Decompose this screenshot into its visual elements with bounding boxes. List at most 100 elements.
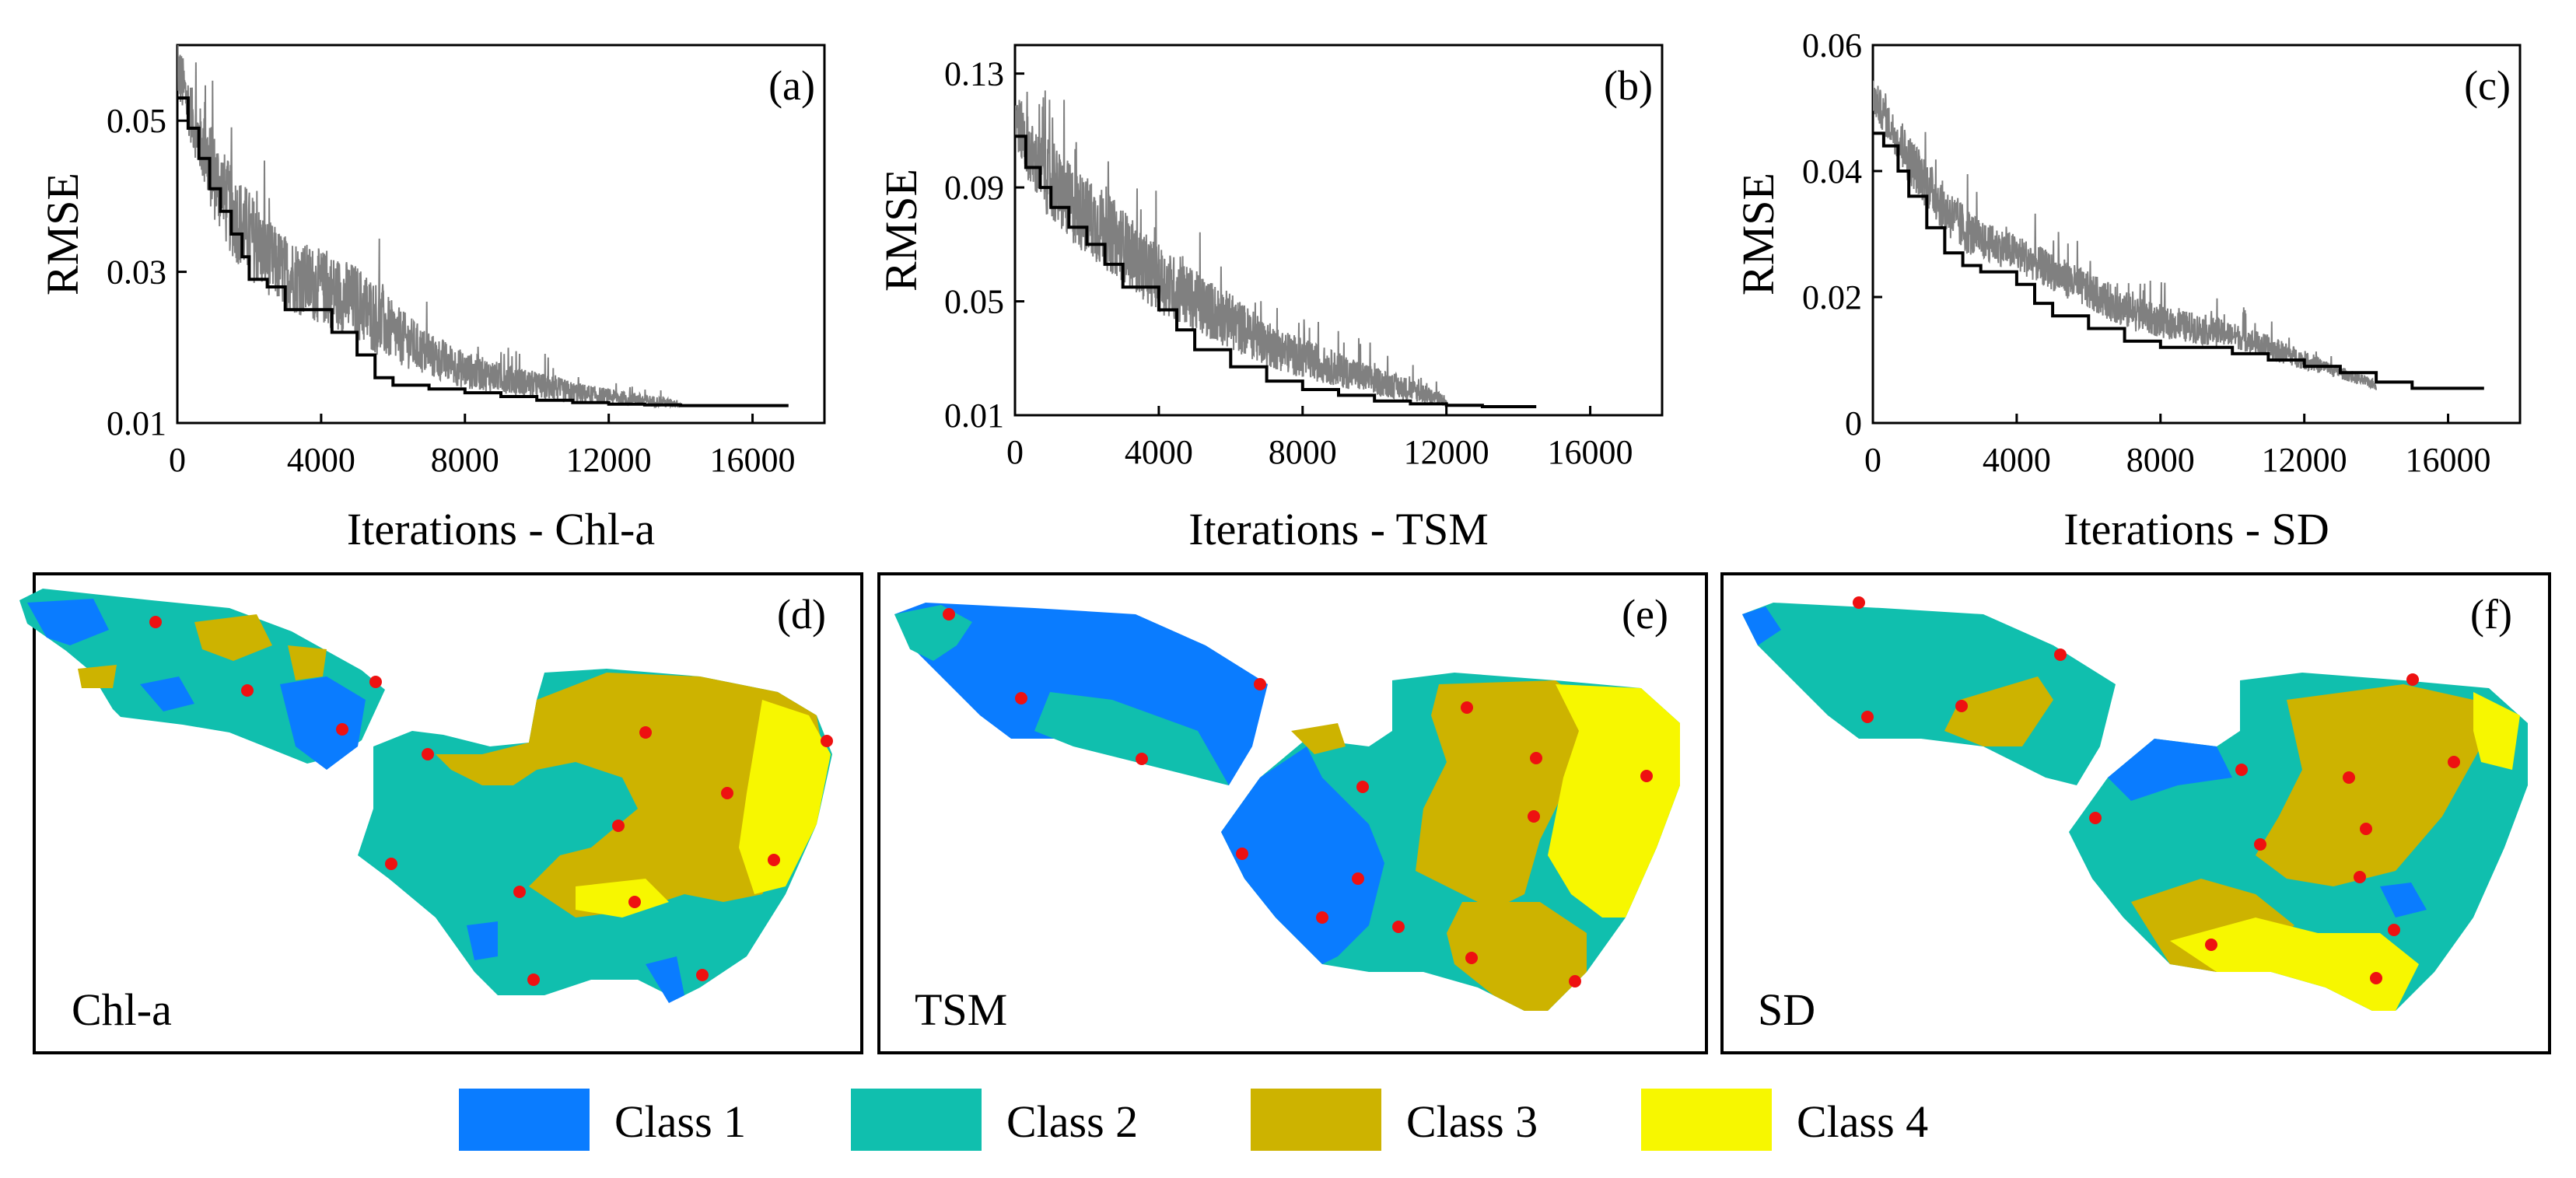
chart-a-y-tick-labels: 0.01 0.03 0.05	[107, 102, 166, 442]
chart-a-y-tick-label: 0.05	[107, 102, 166, 140]
chart-c-x-tick-labels: 0 4000 8000 12000 16000	[1864, 441, 2491, 479]
map-zone-class-1	[140, 676, 194, 711]
sample-point	[639, 726, 652, 739]
chart-a: 0 4000 8000 12000 16000 0.01 0.03 0.05 (…	[37, 44, 826, 554]
chart-b-x-tick-label: 16000	[1548, 433, 1633, 471]
sample-point	[2089, 812, 2102, 824]
map-zone-class-3	[1291, 723, 1346, 754]
chart-c-x-tick-label: 16000	[2406, 441, 2491, 479]
sample-point	[241, 684, 254, 697]
chart-c-x-axis-label: Iterations - SD	[2063, 504, 2329, 554]
map-zone-class-4	[739, 700, 831, 894]
map-panel-label: (d)	[777, 591, 826, 638]
sample-point	[1861, 711, 1874, 723]
sample-point	[385, 858, 397, 870]
chart-c-best-rmse-line	[1873, 131, 2484, 390]
sample-point	[696, 969, 709, 981]
sample-point	[2054, 648, 2067, 661]
sample-point	[527, 974, 540, 986]
chart-a-y-axis-label: RMSE	[37, 173, 88, 295]
chart-c-raw-rmse-line	[1873, 80, 2378, 390]
chart-b-y-tick-labels: 0.01 0.05 0.09 0.13	[944, 55, 1004, 435]
map-panel-chl-a: (d) Chl-a	[19, 572, 863, 1054]
chart-a-x-tick-label: 4000	[287, 441, 355, 479]
chart-a-x-tick-label: 16000	[710, 441, 796, 479]
sample-point	[422, 748, 434, 760]
sample-point	[2388, 924, 2400, 936]
chart-a-best-rmse-line	[177, 96, 789, 407]
chart-b: 0 4000 8000 12000 16000 0.01 0.05 0.09 0…	[876, 44, 1664, 554]
chart-b-best-rmse-line	[1015, 135, 1537, 408]
map-zone-class-3	[1447, 902, 1587, 1011]
sample-point	[628, 896, 641, 908]
map-zone-class-3	[1416, 680, 1602, 910]
chart-b-x-axis-label: Iterations - TSM	[1188, 504, 1489, 554]
chart-a-x-tick-labels: 0 4000 8000 12000 16000	[169, 441, 796, 479]
chart-c: 0 4000 8000 12000 16000 0 0.02 0.04 0.06…	[1733, 26, 2522, 554]
sample-point	[2254, 838, 2266, 851]
legend-label-class-2: Class 2	[1006, 1096, 1138, 1147]
map-zone-class-3	[2256, 684, 2481, 886]
map-zone-class-3	[1944, 676, 2053, 746]
sample-point	[1853, 596, 1865, 609]
chart-b-y-tick-label: 0.05	[944, 283, 1004, 321]
map-zone-class-4	[576, 879, 669, 918]
map-zone-class-1	[467, 921, 498, 960]
chart-c-ticks	[1871, 44, 2450, 425]
map-zone-class-1	[1221, 746, 1384, 964]
chart-a-x-axis-label: Iterations - Chl-a	[347, 504, 655, 554]
sample-point	[943, 608, 955, 620]
map-zone-class-1	[646, 956, 684, 1003]
chart-a-x-tick-label: 0	[169, 441, 186, 479]
map-image-chl-a	[19, 589, 833, 1003]
sample-point	[2235, 764, 2248, 776]
map-zone-class-1	[27, 599, 109, 645]
legend-label-class-1: Class 1	[614, 1096, 746, 1147]
chart-a-panel-label: (a)	[768, 62, 815, 109]
sample-point	[513, 886, 526, 898]
map-panel-tsm: (e) TSM	[877, 572, 1708, 1054]
map-image-tsm	[894, 603, 1680, 1011]
chart-c-y-tick-label: 0	[1845, 404, 1862, 442]
map-zone-class-1	[1742, 606, 1781, 645]
chart-c-y-tick-label: 0.02	[1802, 278, 1862, 316]
chart-c-x-tick-label: 12000	[2262, 441, 2347, 479]
chart-b-x-tick-label: 4000	[1125, 433, 1193, 471]
sample-point	[1392, 921, 1405, 933]
sample-point	[1015, 692, 1027, 704]
chart-b-raw-rmse-line	[1015, 90, 1447, 406]
sample-point	[2406, 673, 2419, 686]
map-zone-class-3	[288, 645, 327, 680]
chart-b-panel-label: (b)	[1604, 62, 1653, 109]
sample-point	[1465, 952, 1478, 964]
legend-swatch-class-3	[1251, 1089, 1381, 1151]
legend-swatch-class-2	[851, 1089, 982, 1151]
sample-point	[336, 723, 348, 736]
map-zone-class-3	[194, 614, 272, 661]
chart-b-y-tick-label: 0.13	[944, 55, 1004, 93]
chart-a-y-tick-label: 0.01	[107, 404, 166, 442]
sample-point	[2370, 972, 2382, 984]
chart-b-x-tick-label: 0	[1006, 433, 1024, 471]
sample-point	[1569, 975, 1581, 987]
sample-point	[2360, 823, 2372, 835]
sample-point	[2448, 756, 2460, 768]
sample-point	[1236, 848, 1248, 860]
sample-point	[1352, 872, 1364, 885]
chart-c-x-tick-label: 8000	[2126, 441, 2195, 479]
map-zone-class-1	[2108, 739, 2232, 801]
map-variable-label: TSM	[915, 984, 1007, 1035]
sample-point	[1528, 810, 1540, 823]
sample-point	[768, 854, 780, 866]
map-zone-class-2	[1034, 692, 1229, 785]
chart-b-x-tick-label: 12000	[1404, 433, 1489, 471]
sample-point	[2343, 771, 2355, 784]
sample-point	[369, 676, 382, 688]
chart-b-y-tick-label: 0.01	[944, 397, 1004, 435]
sample-point	[1356, 781, 1369, 793]
legend: Class 1 Class 2 Class 3 Class 4	[459, 1089, 1928, 1151]
chart-c-x-tick-label: 0	[1864, 441, 1881, 479]
chart-b-x-tick-label: 8000	[1269, 433, 1337, 471]
map-zone-class-3	[78, 665, 117, 688]
